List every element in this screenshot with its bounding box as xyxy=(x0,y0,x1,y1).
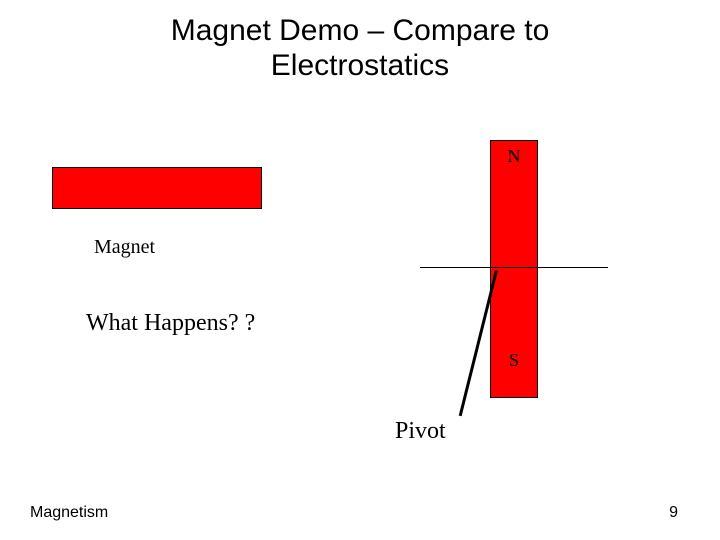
title-line-1: Magnet Demo – Compare to xyxy=(0,14,720,49)
slide-title: Magnet Demo – Compare to Electrostatics xyxy=(0,14,720,83)
magnet-label: Magnet xyxy=(94,236,155,259)
question-label: What Happens? ? xyxy=(86,310,255,337)
axle-line xyxy=(420,267,608,268)
footer-topic: Magnetism xyxy=(30,504,108,522)
south-pole-label: S xyxy=(490,350,538,371)
slide: { "title": { "line1": "Magnet Demo – Com… xyxy=(0,0,720,540)
title-line-2: Electrostatics xyxy=(0,49,720,84)
page-number: 9 xyxy=(669,504,678,522)
north-pole-label: N xyxy=(490,146,538,167)
horizontal-magnet xyxy=(52,167,262,209)
pivot-label: Pivot xyxy=(395,418,446,445)
